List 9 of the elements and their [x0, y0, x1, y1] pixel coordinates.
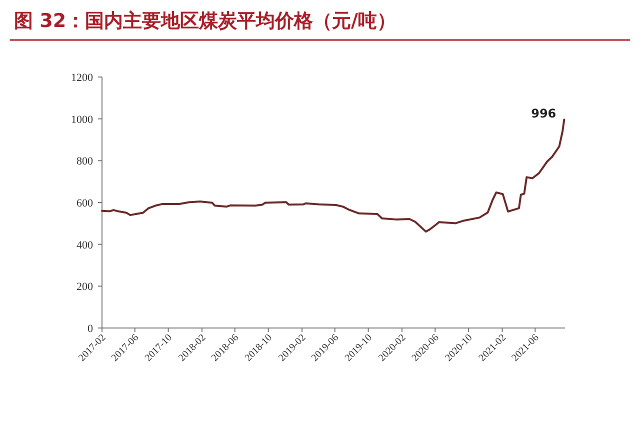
- y-tick-label: 200: [76, 281, 94, 294]
- y-tick-label: 0: [88, 323, 94, 335]
- y-tick-label: 1200: [71, 72, 94, 84]
- title: 图 32：国内主要地区煤炭平均价格（元/吨）: [14, 10, 396, 32]
- y-tick-label: 400: [76, 239, 94, 252]
- annotation: 996: [531, 106, 556, 121]
- y-tick-label: 800: [76, 156, 94, 168]
- y-tick-label: 1000: [71, 114, 94, 126]
- y-tick-label: 600: [76, 198, 94, 210]
